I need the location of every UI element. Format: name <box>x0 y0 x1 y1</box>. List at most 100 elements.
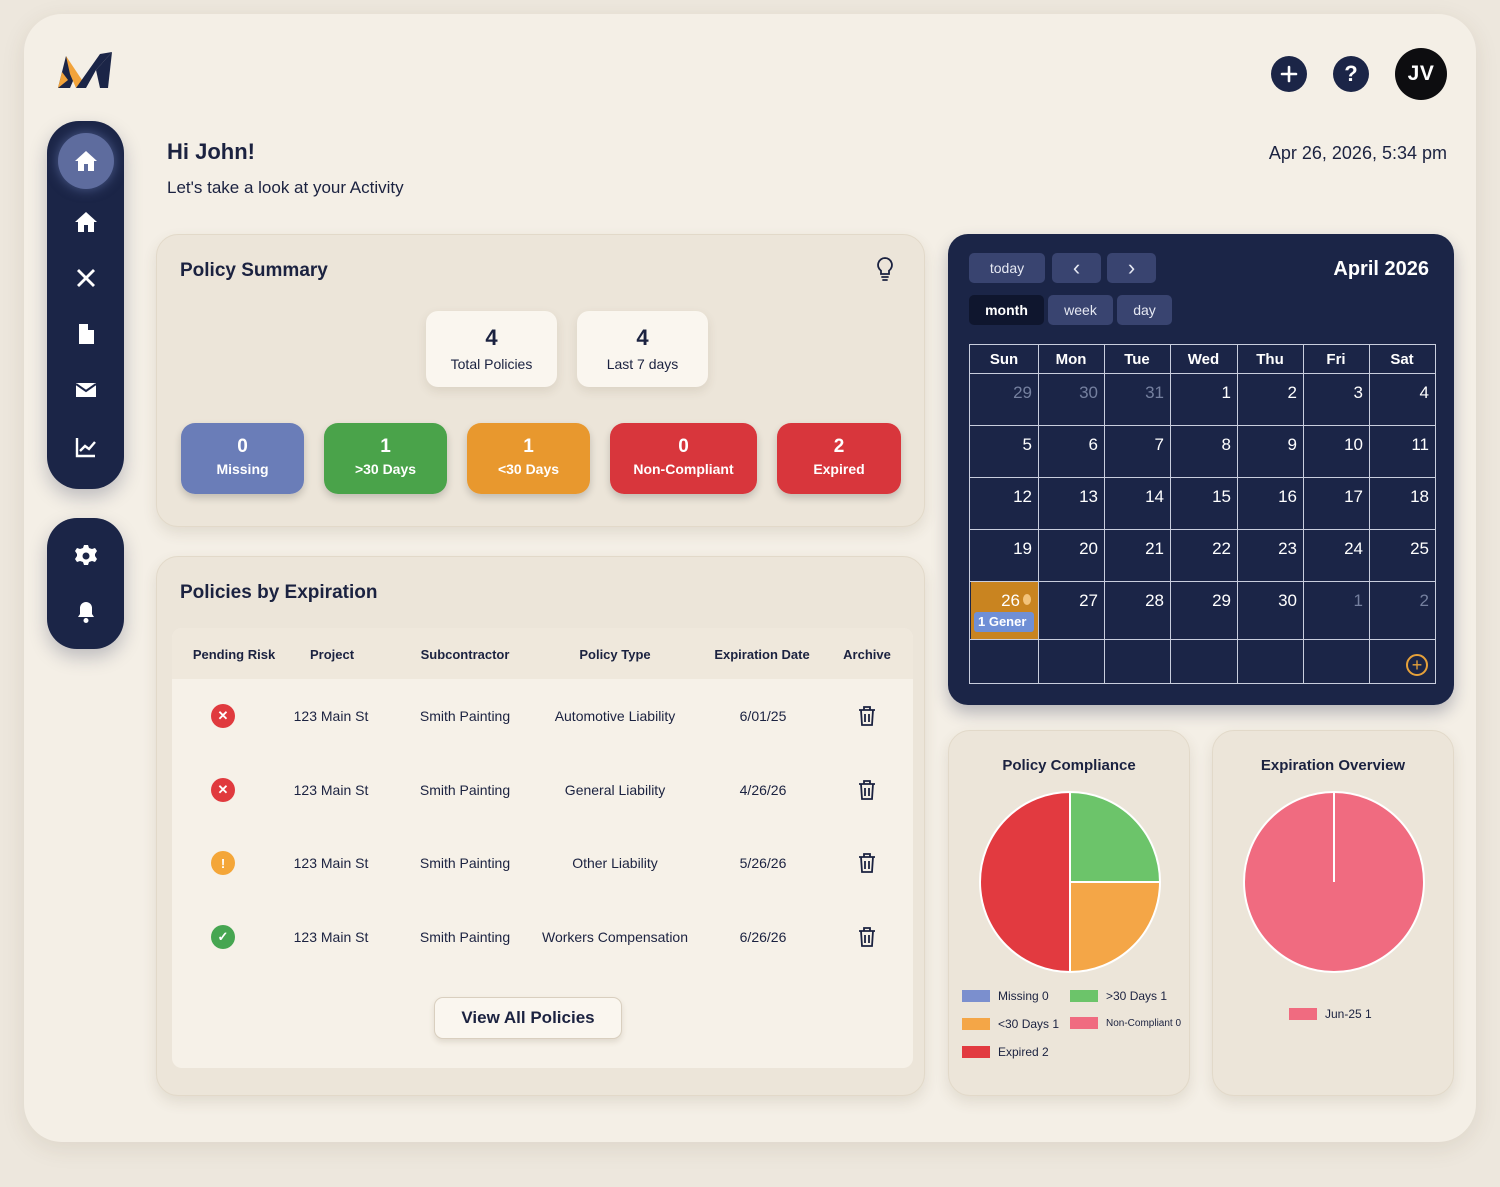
policy-compliance-title: Policy Compliance <box>1002 757 1136 774</box>
calendar-day[interactable]: 18 <box>1370 478 1435 529</box>
calendar-day[interactable]: 17 <box>1304 478 1369 529</box>
calendar-day[interactable]: 6 <box>1039 426 1104 477</box>
sidebar-item-messages[interactable] <box>70 374 102 406</box>
table-row[interactable]: ! 123 Main St Smith Painting Other Liabi… <box>172 827 913 899</box>
sidebar-item-notifications[interactable] <box>70 596 102 628</box>
sidebar-item-dashboard[interactable] <box>57 133 114 189</box>
calendar-day-number: 15 <box>1212 487 1231 506</box>
legend-non-compliant[interactable]: Non-Compliant 0 <box>1070 1017 1181 1029</box>
trash-icon[interactable] <box>857 705 877 727</box>
status-under-30-days[interactable]: 1 <30 Days <box>467 423 590 494</box>
col-project[interactable]: Project <box>309 647 355 662</box>
calendar-day[interactable]: 30 <box>1039 374 1104 425</box>
col-subcontractor[interactable]: Subcontractor <box>420 647 510 662</box>
legend-expired[interactable]: Expired 2 <box>962 1045 1049 1059</box>
calendar-day[interactable]: 21 <box>1105 530 1170 581</box>
legend-missing[interactable]: Missing 0 <box>962 989 1049 1003</box>
col-expiration-date[interactable]: Expiration Date <box>714 647 810 662</box>
table-row[interactable]: ✕ 123 Main St Smith Painting Automotive … <box>172 680 913 752</box>
calendar-day[interactable]: 5 <box>971 426 1038 477</box>
calendar-day[interactable]: 24 <box>1304 530 1369 581</box>
status-non-compliant[interactable]: 0 Non-Compliant <box>610 423 757 494</box>
calendar-day[interactable] <box>1304 640 1369 683</box>
calendar-day[interactable]: 28 <box>1105 582 1170 639</box>
add-button[interactable] <box>1271 56 1307 92</box>
calendar-day[interactable]: 13 <box>1039 478 1104 529</box>
trash-icon[interactable] <box>857 852 877 874</box>
legend-jun-25[interactable]: Jun-25 1 <box>1289 1007 1372 1021</box>
avatar[interactable]: JV <box>1395 48 1447 100</box>
calendar-day[interactable]: 29 <box>1171 582 1237 639</box>
calendar-day[interactable]: 7 <box>1105 426 1170 477</box>
calendar-week-button[interactable]: week <box>1048 295 1113 325</box>
calendar-day[interactable]: 20 <box>1039 530 1104 581</box>
calendar-day[interactable]: 4 <box>1370 374 1435 425</box>
calendar-day[interactable]: 14 <box>1105 478 1170 529</box>
calendar-day[interactable]: 9 <box>1238 426 1303 477</box>
calendar-day[interactable]: 25 <box>1370 530 1435 581</box>
calendar-day[interactable]: 23 <box>1238 530 1303 581</box>
calendar-day[interactable]: 1 <box>1304 582 1369 639</box>
calendar-day-button[interactable]: day <box>1117 295 1172 325</box>
col-archive[interactable]: Archive <box>843 647 891 662</box>
calendar-day[interactable]: 3 <box>1304 374 1369 425</box>
calendar-day[interactable]: + <box>1370 640 1435 683</box>
calendar-day[interactable]: 15 <box>1171 478 1237 529</box>
calendar-day[interactable]: 31 <box>1105 374 1170 425</box>
sidebar-item-tools[interactable] <box>70 262 102 294</box>
calendar-day[interactable] <box>1039 640 1104 683</box>
calendar-day[interactable]: 22 <box>1171 530 1237 581</box>
calendar-day[interactable] <box>1105 640 1170 683</box>
legend-over-30-days[interactable]: >30 Days 1 <box>1070 989 1167 1003</box>
calendar-next-button[interactable]: › <box>1107 253 1156 283</box>
sidebar-item-analytics[interactable] <box>70 431 102 463</box>
pie-slice--30-days[interactable] <box>1069 881 1162 974</box>
trash-icon[interactable] <box>857 926 877 948</box>
trash-icon[interactable] <box>857 779 877 801</box>
calendar-day-today[interactable]: 26 1 Gener <box>971 582 1038 639</box>
calendar-today-button[interactable]: today <box>969 253 1045 283</box>
policy-compliance-pie[interactable] <box>975 787 1165 977</box>
stat-total-policies[interactable]: 4 Total Policies <box>426 311 557 387</box>
calendar-day[interactable] <box>1171 640 1237 683</box>
calendar-day[interactable] <box>971 640 1038 683</box>
weekday-fri: Fri <box>1326 350 1346 368</box>
pie-slice-expired[interactable] <box>979 790 1071 974</box>
table-row[interactable]: ✓ 123 Main St Smith Painting Workers Com… <box>172 901 913 973</box>
status-over-30-days[interactable]: 1 >30 Days <box>324 423 447 494</box>
calendar-prev-button[interactable]: ‹ <box>1052 253 1101 283</box>
calendar-day[interactable]: 19 <box>971 530 1038 581</box>
table-row[interactable]: ✕ 123 Main St Smith Painting General Lia… <box>172 754 913 826</box>
calendar-day[interactable]: 30 <box>1238 582 1303 639</box>
calendar-day[interactable]: 27 <box>1039 582 1104 639</box>
sidebar-item-settings[interactable] <box>70 540 102 572</box>
pie-slice--30-days[interactable] <box>1069 790 1162 883</box>
calendar-day[interactable]: 16 <box>1238 478 1303 529</box>
calendar-day[interactable]: 2 <box>1238 374 1303 425</box>
help-button[interactable]: ? <box>1333 56 1369 92</box>
stat-last-7-days[interactable]: 4 Last 7 days <box>577 311 708 387</box>
legend-under-30-days[interactable]: <30 Days 1 <box>962 1017 1059 1031</box>
calendar-day[interactable]: 1 <box>1171 374 1237 425</box>
view-all-policies-button[interactable]: View All Policies <box>434 997 622 1039</box>
calendar-event-chip[interactable]: 1 Gener <box>974 612 1034 632</box>
col-policy-type[interactable]: Policy Type <box>579 647 651 662</box>
sidebar-item-home[interactable] <box>70 206 102 238</box>
status-expired[interactable]: 2 Expired <box>777 423 901 494</box>
calendar-add-event-button[interactable]: + <box>1406 654 1428 676</box>
calendar-day[interactable]: 11 <box>1370 426 1435 477</box>
calendar-day[interactable]: 2 <box>1370 582 1435 639</box>
calendar-day[interactable]: 29 <box>971 374 1038 425</box>
m-logo-icon[interactable] <box>56 50 114 90</box>
col-pending-risk[interactable]: Pending Risk <box>192 647 276 662</box>
status-value: 1 <box>380 436 391 457</box>
calendar-month-button[interactable]: month <box>969 295 1044 325</box>
calendar-day[interactable]: 8 <box>1171 426 1237 477</box>
calendar-day[interactable]: 12 <box>971 478 1038 529</box>
expiration-overview-pie[interactable] <box>1239 787 1429 977</box>
calendar-day[interactable] <box>1238 640 1303 683</box>
status-missing[interactable]: 0 Missing <box>181 423 304 494</box>
sidebar-item-documents[interactable] <box>70 318 102 350</box>
calendar-day[interactable]: 10 <box>1304 426 1369 477</box>
lightbulb-icon[interactable] <box>875 256 895 282</box>
